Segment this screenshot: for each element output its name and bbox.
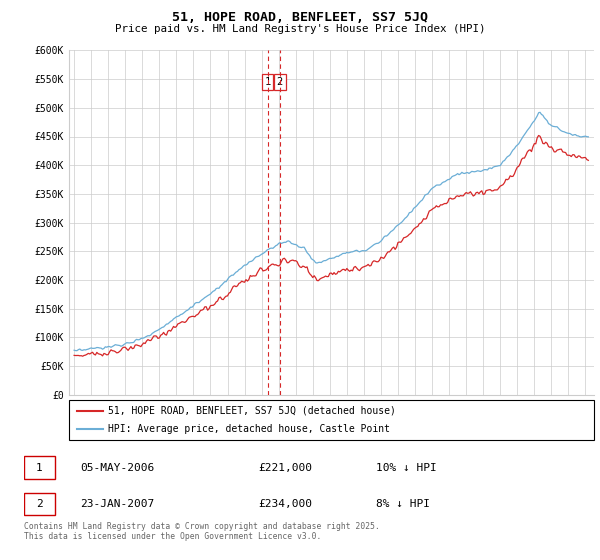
Bar [24,493,55,515]
Text: £221,000: £221,000 [259,463,313,473]
Text: 51, HOPE ROAD, BENFLEET, SS7 5JQ (detached house): 51, HOPE ROAD, BENFLEET, SS7 5JQ (detach… [109,406,396,416]
Text: 1: 1 [36,463,43,473]
Text: 10% ↓ HPI: 10% ↓ HPI [376,463,436,473]
Text: HPI: Average price, detached house, Castle Point: HPI: Average price, detached house, Cast… [109,424,391,434]
Text: 1: 1 [265,77,271,87]
Text: Contains HM Land Registry data © Crown copyright and database right 2025.
This d: Contains HM Land Registry data © Crown c… [24,522,380,542]
Text: Price paid vs. HM Land Registry's House Price Index (HPI): Price paid vs. HM Land Registry's House … [115,24,485,34]
Text: £234,000: £234,000 [259,499,313,509]
Text: 05-MAY-2006: 05-MAY-2006 [80,463,154,473]
Text: 51, HOPE ROAD, BENFLEET, SS7 5JQ: 51, HOPE ROAD, BENFLEET, SS7 5JQ [172,11,428,24]
Text: 2: 2 [277,77,283,87]
Bar [24,456,55,479]
Text: 23-JAN-2007: 23-JAN-2007 [80,499,154,509]
Text: 2: 2 [36,499,43,509]
Text: 8% ↓ HPI: 8% ↓ HPI [376,499,430,509]
